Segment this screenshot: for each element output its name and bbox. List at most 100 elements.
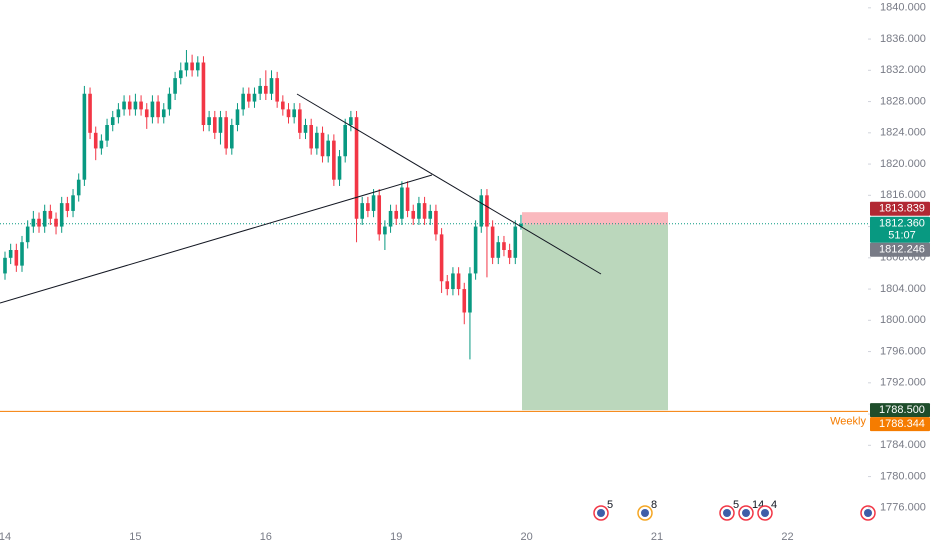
candle-body [456,273,461,290]
candle-body [281,101,285,110]
candle-body [54,218,58,227]
candle-body [269,78,274,94]
y-tick-label: 1796.000 [880,345,926,357]
candle-body [439,234,444,282]
candle-body [337,156,342,180]
y-tick-label: 1832.000 [880,64,926,76]
y-tick-label: 1784.000 [880,439,926,451]
candle-body [513,226,518,258]
candle-body [144,109,149,118]
candle-body [428,210,433,219]
x-tick-label: 15 [129,531,141,543]
price-label: 1813.839 [879,203,925,215]
y-tick-label: 1780.000 [880,470,926,482]
overlay-layer [0,212,868,412]
candle-body [235,109,240,126]
candle-body [366,203,370,211]
y-tick-label: 1804.000 [880,283,926,295]
event-flag [761,509,769,517]
y-tick-label: 1800.000 [880,314,926,326]
candle-body [462,289,467,313]
y-tick-label: 1836.000 [880,33,926,45]
price-label-box [870,417,930,432]
candle-body [224,117,228,149]
candle-body [173,78,177,94]
y-tick-label: 1828.000 [880,95,926,107]
candle-body [247,93,251,102]
candle-body [82,93,87,180]
event-count: 5 [733,499,739,511]
candle-body [150,101,155,118]
candle-body [468,273,472,313]
event-icon: 5 [719,499,739,521]
candle-body [383,226,387,235]
price-label: 1812.360 [879,218,925,230]
candle-body [371,195,376,211]
candle-body [190,62,194,71]
candle-body [195,62,200,71]
candle-body [275,78,279,102]
risk-zone [522,212,668,225]
candle-body [42,210,47,227]
price-label: 1788.344 [879,418,925,430]
event-count: 4 [771,499,777,511]
event-icon: 5 [593,499,613,521]
y-tick-label: 1792.000 [880,377,926,389]
x-tick-label: 14 [0,531,11,543]
x-tick-label: 19 [390,531,402,543]
candle-body [230,125,234,149]
price-label-box [870,242,930,257]
candle-body [490,226,495,258]
countdown-label: 51:07 [888,230,916,242]
candle-body [127,101,132,110]
candle-body [37,218,41,227]
candle-body [167,93,172,110]
candle-body [434,210,438,235]
candle-body [320,132,325,157]
x-tick-label: 21 [651,531,663,543]
event-flag [597,509,605,517]
candle-body [451,273,455,290]
candle-body [377,195,382,235]
candle-body [405,187,410,211]
candle-body [99,140,104,149]
y-tick-label: 1816.000 [880,189,926,201]
candle-body [105,125,109,141]
y-tick-label: 1824.000 [880,127,926,139]
candle-body [326,140,330,157]
candle-body [298,109,302,133]
candle-body [388,210,393,227]
candle-body [315,132,319,149]
price-label-box [870,201,930,216]
trend-line [296,93,602,275]
price-label-box [870,403,930,418]
candle-body [354,117,359,219]
candle-body [65,203,70,211]
candle-body [8,250,13,258]
candle-body [343,125,347,157]
price-label: 1812.246 [879,244,925,256]
trend-line [0,174,433,304]
event-flag [742,509,750,517]
candle-body [303,125,308,133]
weekly-label: Weekly [830,415,866,427]
candle-body [417,203,421,219]
event-icon: 8 [637,499,657,521]
candle-body [507,250,512,258]
reward-zone [522,224,668,411]
candle-body [116,109,121,118]
candle-body [3,257,7,274]
candle-body [218,117,223,133]
candle-body [479,195,484,227]
candle-body [422,203,427,219]
y-tick-label: 1820.000 [880,158,926,170]
price-label: 1788.500 [879,404,925,416]
candle-body [258,85,262,94]
event-icon: 4 [757,499,777,521]
candle-body [110,117,115,126]
candle-body [485,195,489,227]
candle-body [48,210,53,219]
candle-body [156,101,160,118]
candle-body [184,62,189,71]
candle-body [502,242,506,251]
